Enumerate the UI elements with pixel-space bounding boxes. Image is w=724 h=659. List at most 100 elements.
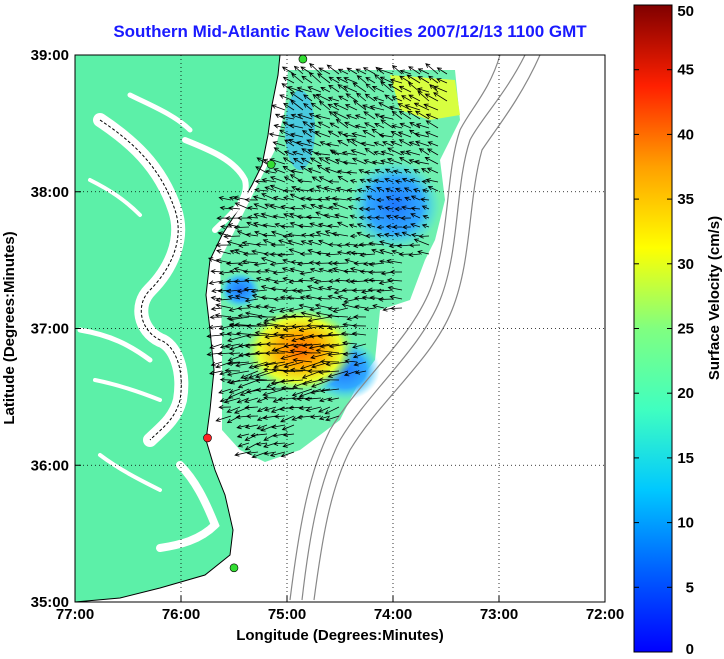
velocity-arrow bbox=[328, 179, 340, 185]
velocity-arrow bbox=[361, 289, 376, 294]
velocity-arrow bbox=[368, 277, 385, 283]
velocity-arrow bbox=[425, 113, 439, 120]
velocity-arrow bbox=[282, 76, 295, 84]
velocity-arrow bbox=[409, 178, 421, 183]
velocity-arrow bbox=[332, 111, 349, 120]
velocity-arrow bbox=[226, 379, 250, 385]
velocity-arrow bbox=[277, 252, 295, 258]
velocity-arrow bbox=[283, 176, 295, 183]
velocity-arrow bbox=[274, 348, 295, 354]
velocity-arrow bbox=[318, 286, 331, 291]
velocity-arrow bbox=[389, 105, 403, 111]
velocity-arrow bbox=[398, 85, 412, 93]
velocity-arrow bbox=[327, 397, 340, 402]
velocity-arrow bbox=[345, 114, 358, 120]
velocity-arrow bbox=[300, 165, 313, 174]
velocity-arrow bbox=[269, 203, 286, 210]
velocity-arrow bbox=[296, 140, 313, 147]
velocity-arrow bbox=[244, 442, 259, 451]
velocity-arrow bbox=[318, 415, 331, 421]
velocity-arrow bbox=[408, 242, 421, 248]
velocity-arrow bbox=[310, 414, 322, 420]
x-tick-label: 73:00 bbox=[480, 606, 518, 623]
velocity-arrow bbox=[300, 157, 313, 165]
velocity-arrow bbox=[296, 288, 313, 294]
velocity-arrow bbox=[215, 297, 232, 303]
colorbar bbox=[633, 4, 673, 653]
velocity-arrow bbox=[244, 424, 259, 429]
velocity-arrow bbox=[334, 158, 349, 165]
velocity-arrow bbox=[400, 215, 412, 221]
velocity-arrow bbox=[391, 249, 403, 255]
velocity-arrow bbox=[394, 179, 403, 184]
velocity-arrow bbox=[399, 69, 412, 75]
bathymetry-contour bbox=[313, 55, 541, 601]
velocity-arrow bbox=[255, 304, 268, 310]
velocity-arrow bbox=[280, 415, 295, 423]
velocity-arrow bbox=[334, 213, 349, 219]
velocity-arrow bbox=[376, 233, 385, 238]
velocity-arrow bbox=[403, 168, 412, 174]
velocity-arrow bbox=[283, 196, 295, 201]
velocity-arrow bbox=[301, 148, 313, 156]
velocity-arrow bbox=[404, 104, 421, 111]
velocity-arrow bbox=[280, 385, 304, 391]
velocity-arrow bbox=[347, 205, 358, 210]
velocity-arrow bbox=[332, 307, 349, 313]
velocity-arrow bbox=[323, 213, 340, 219]
velocity-arrow bbox=[336, 250, 349, 256]
velocity-arrow bbox=[256, 406, 268, 412]
velocity-arrow bbox=[343, 298, 358, 304]
velocity-arrow bbox=[318, 377, 340, 383]
velocity-arrow bbox=[227, 295, 241, 300]
velocity-arrow bbox=[365, 83, 376, 93]
velocity-arrow bbox=[306, 139, 322, 147]
velocity-arrow bbox=[319, 388, 340, 393]
velocity-arrow bbox=[304, 396, 322, 402]
y-axis-label: Latitude (Degrees:Minutes) bbox=[1, 231, 18, 424]
velocity-arrow bbox=[328, 242, 340, 248]
velocity-arrow bbox=[246, 333, 268, 339]
velocity-arrow bbox=[279, 94, 295, 102]
velocity-arrow bbox=[307, 248, 322, 255]
velocity-arrow bbox=[371, 86, 385, 93]
velocity-arrow bbox=[399, 75, 412, 84]
velocity-arrow bbox=[372, 304, 385, 309]
velocity-arrow bbox=[349, 233, 358, 239]
velocity-arrow bbox=[325, 252, 340, 258]
velocity-arrow bbox=[215, 303, 232, 309]
colorbar-label: Surface Velocity (cm/s) bbox=[706, 216, 723, 380]
velocity-arrow bbox=[289, 267, 304, 273]
velocity-arrow bbox=[269, 176, 286, 183]
velocity-arrow bbox=[414, 140, 430, 147]
velocity-arrow bbox=[282, 432, 295, 438]
velocity-arrow bbox=[237, 305, 250, 311]
velocity-arrow bbox=[270, 386, 294, 392]
velocity-arrow bbox=[327, 370, 349, 378]
velocity-arrow bbox=[238, 352, 259, 358]
velocity-arrow bbox=[309, 157, 322, 165]
velocity-arrow bbox=[327, 130, 340, 138]
velocity-arrow bbox=[236, 424, 250, 430]
velocity-arrow bbox=[385, 187, 394, 193]
velocity-arrow bbox=[315, 261, 331, 266]
y-tick-label: 35:00 bbox=[31, 594, 69, 611]
velocity-arrow bbox=[393, 214, 403, 220]
velocity-arrow bbox=[344, 121, 358, 129]
velocity-arrow bbox=[270, 316, 295, 322]
velocity-arrow bbox=[265, 277, 277, 282]
velocity-arrow bbox=[272, 270, 286, 276]
velocity-arrow bbox=[280, 224, 295, 229]
velocity-arrow bbox=[389, 269, 402, 275]
velocity-arrow bbox=[377, 205, 385, 211]
velocity-arrow bbox=[227, 334, 250, 343]
velocity-arrow bbox=[279, 406, 295, 412]
velocity-arrow bbox=[209, 370, 223, 376]
velocity-arrow bbox=[308, 71, 322, 84]
velocity-arrow bbox=[264, 203, 277, 210]
velocity-arrow bbox=[425, 63, 439, 75]
velocity-arrow bbox=[281, 66, 295, 75]
velocity-arrow bbox=[368, 241, 385, 246]
velocity-arrow bbox=[391, 124, 403, 129]
velocity-arrow bbox=[308, 343, 331, 350]
